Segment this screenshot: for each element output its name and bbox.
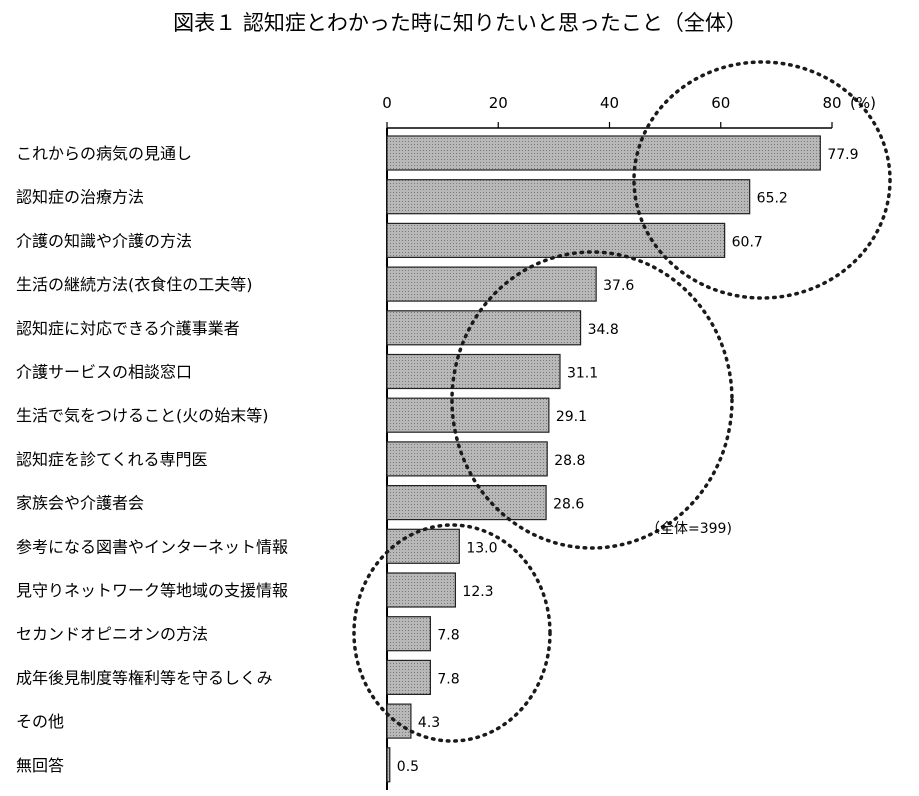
- value-label: 65.2: [757, 191, 788, 207]
- x-tick-label: 0: [382, 94, 392, 112]
- category-label: 認知症を診てくれる専門医: [16, 450, 208, 469]
- bar: [386, 135, 821, 171]
- highlight-circle: [352, 523, 552, 743]
- value-label: 77.9: [827, 147, 858, 163]
- highlight-circle: [632, 60, 892, 300]
- bar: [386, 703, 412, 739]
- category-label: その他: [16, 712, 64, 731]
- bar: [386, 353, 561, 390]
- value-label: 7.8: [437, 671, 459, 687]
- bar: [386, 266, 597, 302]
- category-label: これからの病気の見通し: [16, 144, 192, 163]
- x-tick-label: 60: [711, 94, 730, 112]
- highlight-circle: [450, 250, 734, 550]
- bar: [386, 659, 431, 696]
- value-label: 28.8: [554, 453, 585, 469]
- value-label: 34.8: [588, 322, 619, 338]
- category-label: 生活で気をつけること(火の始末等): [16, 406, 269, 425]
- category-label: 無回答: [16, 756, 64, 775]
- bar: [386, 747, 391, 783]
- value-label: 29.1: [556, 409, 587, 425]
- category-label: 家族会や介護者会: [16, 494, 144, 513]
- x-tick-label: 80: [822, 94, 841, 112]
- category-label: 介護サービスの相談窓口: [16, 363, 192, 382]
- bar: [386, 528, 460, 564]
- category-label: 認知症の治療方法: [16, 188, 144, 207]
- bar: [386, 485, 547, 521]
- category-label: セカンドオピニオンの方法: [16, 625, 208, 644]
- bar: [386, 222, 726, 258]
- category-label: 介護の知識や介護の方法: [16, 231, 192, 250]
- chart-title: 図表１ 認知症とわかった時に知りたいと思ったこと（全体）: [173, 11, 747, 35]
- value-label: 0.5: [397, 759, 419, 775]
- bar: [386, 616, 431, 652]
- sample-size-note: （全体=399): [646, 520, 732, 537]
- value-label: 31.1: [567, 366, 598, 382]
- value-label: 13.0: [466, 540, 497, 556]
- category-label: 生活の継続方法(衣食住の工夫等): [16, 275, 253, 294]
- value-label: 12.3: [462, 584, 493, 600]
- value-label: 7.8: [437, 628, 459, 644]
- x-tick-label: 40: [600, 94, 619, 112]
- category-label: 見守りネットワーク等地域の支援情報: [16, 581, 288, 600]
- x-tick-label: 20: [489, 94, 508, 112]
- value-label: 28.6: [553, 497, 584, 513]
- bar: [386, 572, 457, 608]
- bar: [386, 310, 582, 346]
- value-label: 37.6: [603, 278, 634, 294]
- value-label: 4.3: [418, 715, 440, 731]
- value-label: 60.7: [732, 234, 763, 250]
- bar: [386, 397, 550, 433]
- category-label: 認知症に対応できる介護事業者: [16, 319, 240, 338]
- axis-unit-label: (%): [850, 94, 876, 112]
- bar: [386, 441, 548, 477]
- category-label: 成年後見制度等権利等を守るしくみ: [16, 668, 273, 687]
- bar: [386, 179, 751, 215]
- category-label: 参考になる図書やインターネット情報: [16, 537, 288, 556]
